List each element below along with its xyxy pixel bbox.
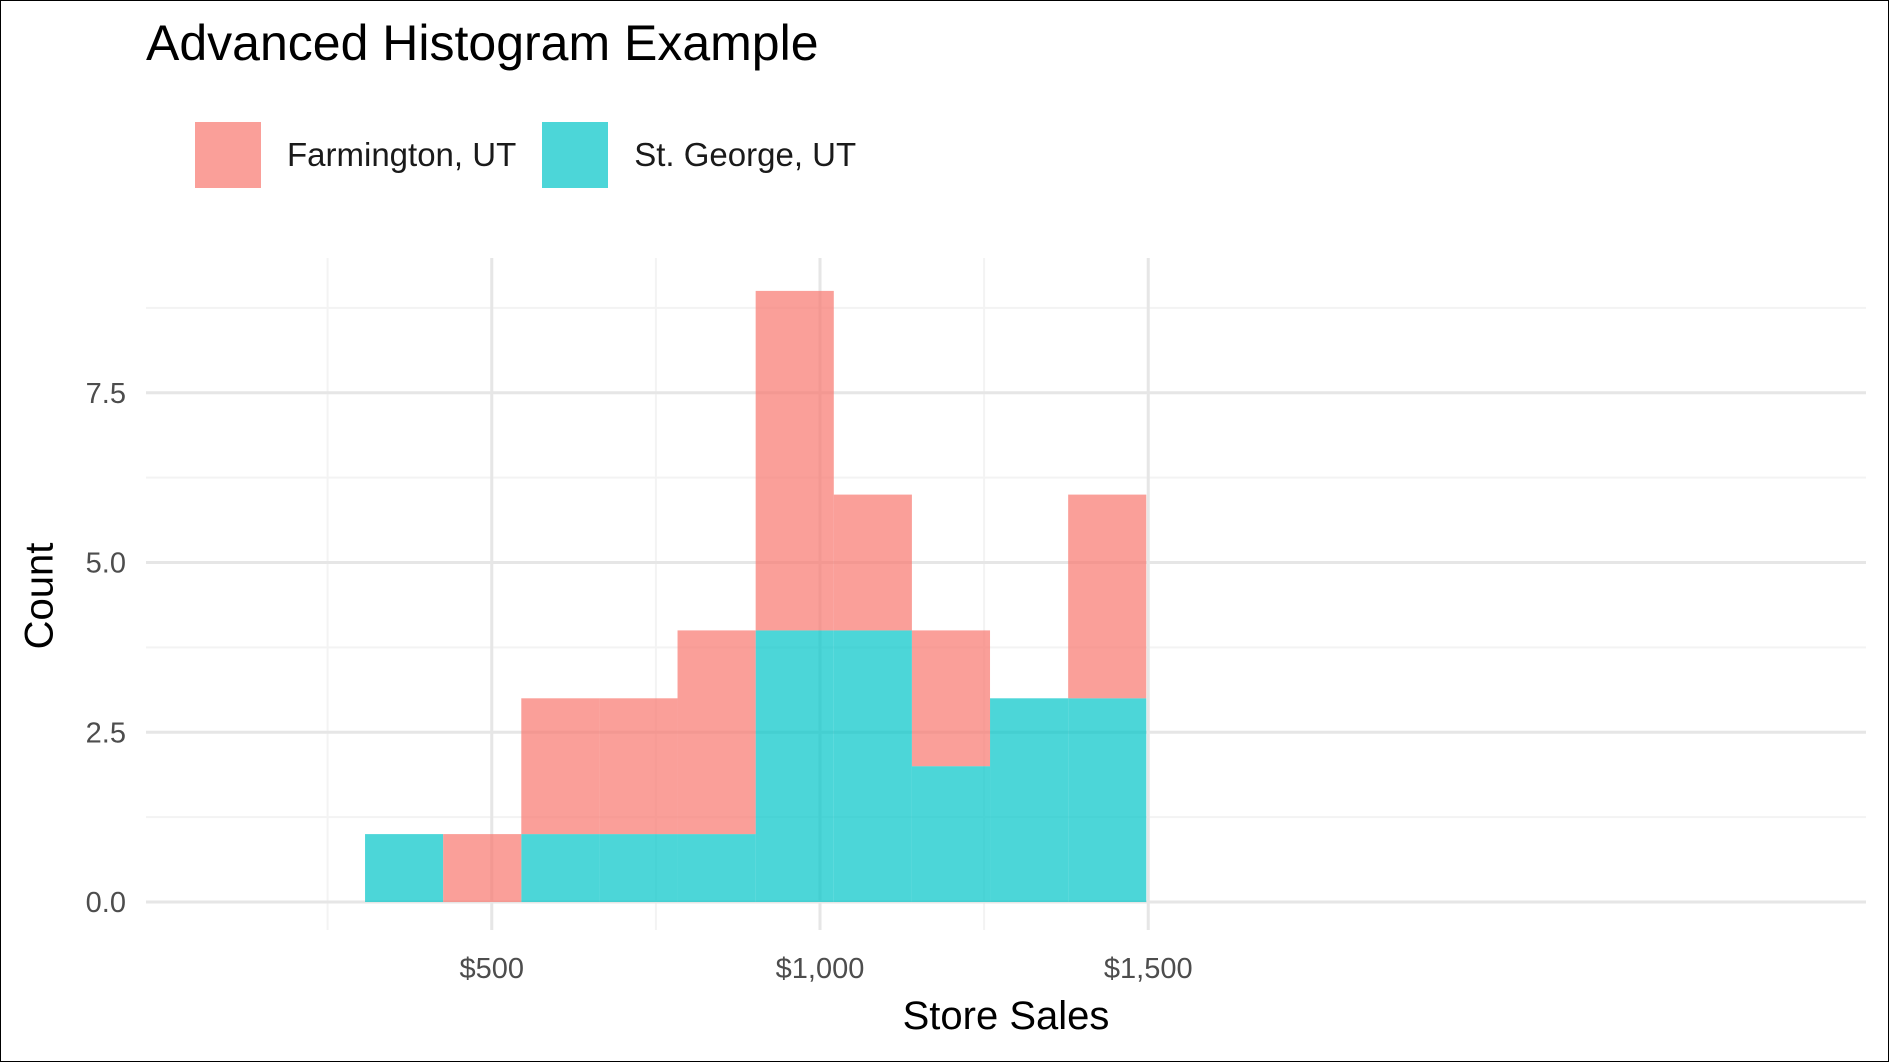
chart-title: Advanced Histogram Example <box>146 15 819 71</box>
x-axis-title: Store Sales <box>902 994 1110 1038</box>
bar-farmington <box>443 834 522 902</box>
bar-st-george <box>677 834 756 902</box>
legend-label-st-george: St. George, UT <box>634 136 857 173</box>
bar-st-george <box>365 834 444 902</box>
bar-farmington <box>599 698 678 835</box>
legend-label-farmington: Farmington, UT <box>287 136 517 173</box>
bar-st-george <box>833 630 912 902</box>
bar-st-george <box>990 698 1069 902</box>
legend-swatch-st-george <box>542 122 609 188</box>
legend-item-st-george: St. George, UT <box>542 122 856 188</box>
bar-farmington <box>677 630 756 835</box>
bar-st-george <box>521 834 600 902</box>
bar-st-george <box>599 834 678 902</box>
bar-st-george <box>755 630 834 902</box>
bar-farmington <box>911 630 991 767</box>
y-tick-label: 0.0 <box>86 887 126 919</box>
bar-st-george <box>911 766 991 902</box>
y-tick-label: 5.0 <box>86 548 126 580</box>
y-axis-title: Count <box>17 542 62 650</box>
bar-st-george <box>1068 698 1147 902</box>
x-tick-label: $1,000 <box>776 953 865 985</box>
bar-farmington <box>833 494 912 631</box>
bar-farmington <box>755 290 834 631</box>
x-tick-label: $500 <box>459 953 524 985</box>
legend-swatch-farmington <box>195 122 261 188</box>
y-tick-label: 2.5 <box>86 717 126 749</box>
x-tick-label: $1,500 <box>1104 953 1193 985</box>
bar-farmington <box>1068 494 1147 699</box>
bar-farmington <box>521 698 600 835</box>
legend-item-farmington: Farmington, UT <box>195 122 516 188</box>
legend: Farmington, UT St. George, UT <box>195 122 882 188</box>
y-tick-label: 7.5 <box>86 378 126 410</box>
